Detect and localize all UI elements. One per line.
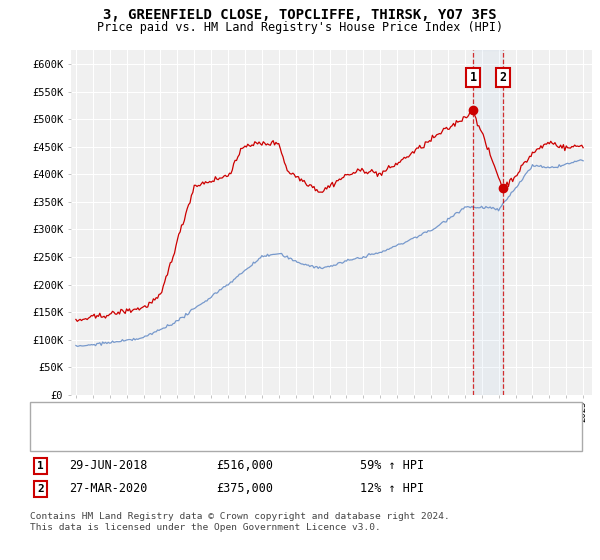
Text: 1: 1 [470,71,477,84]
Text: 3, GREENFIELD CLOSE, TOPCLIFFE, THIRSK, YO7 3FS: 3, GREENFIELD CLOSE, TOPCLIFFE, THIRSK, … [103,8,497,22]
Text: £516,000: £516,000 [216,459,273,473]
Text: Contains HM Land Registry data © Crown copyright and database right 2024.
This d: Contains HM Land Registry data © Crown c… [30,512,450,532]
Text: 12% ↑ HPI: 12% ↑ HPI [360,482,424,496]
Text: 2: 2 [37,484,44,494]
Text: 29-JUN-2018: 29-JUN-2018 [69,459,148,473]
Text: 1: 1 [37,461,44,471]
Text: ——: —— [42,430,59,444]
Text: 3, GREENFIELD CLOSE, TOPCLIFFE, THIRSK, YO7 3FS (detached house): 3, GREENFIELD CLOSE, TOPCLIFFE, THIRSK, … [75,410,475,421]
Text: ——: —— [42,408,59,422]
Text: HPI: Average price, detached house, North Yorkshire: HPI: Average price, detached house, Nort… [75,432,394,442]
Text: Price paid vs. HM Land Registry's House Price Index (HPI): Price paid vs. HM Land Registry's House … [97,21,503,34]
Text: 59% ↑ HPI: 59% ↑ HPI [360,459,424,473]
Text: £375,000: £375,000 [216,482,273,496]
Text: 27-MAR-2020: 27-MAR-2020 [69,482,148,496]
Bar [473,50,503,395]
Text: 2: 2 [499,71,506,84]
